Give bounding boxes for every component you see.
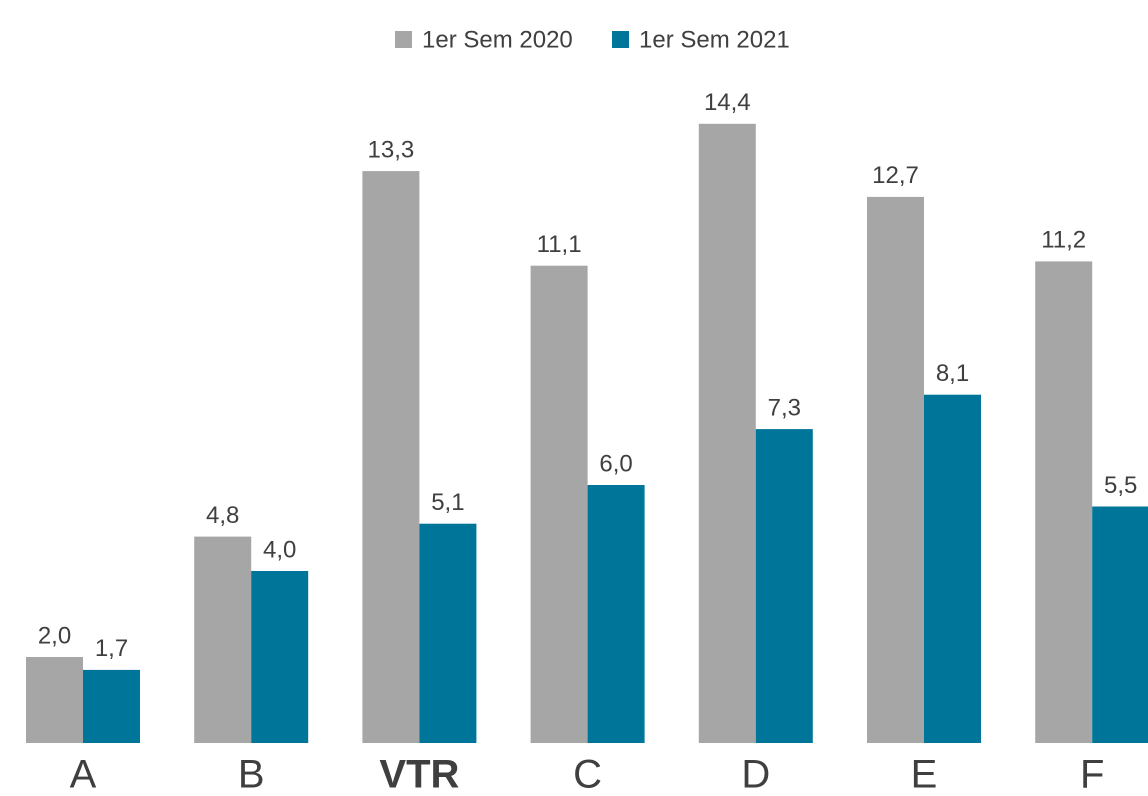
x-tick-label: A [70, 753, 97, 796]
bar [419, 523, 477, 743]
bar [755, 429, 813, 743]
value-label: 13,3 [368, 136, 415, 163]
value-label: 5,1 [431, 489, 464, 516]
value-label: 4,0 [263, 536, 296, 563]
value-label: 12,7 [872, 162, 919, 189]
value-label: 8,1 [936, 360, 969, 387]
x-tick-label: E [911, 753, 938, 796]
value-label: 4,8 [206, 502, 239, 529]
bar [251, 571, 309, 743]
bar [1092, 506, 1148, 743]
legend-swatch [612, 31, 629, 48]
bar [530, 265, 588, 743]
x-tick-label: C [573, 753, 602, 796]
bar [26, 657, 83, 743]
bar [362, 171, 420, 744]
value-label: 2,0 [38, 622, 71, 649]
x-tick-label: F [1080, 753, 1104, 796]
value-label: 7,3 [768, 394, 801, 421]
bar [1035, 261, 1093, 743]
x-tick-label: B [238, 753, 265, 796]
bar [194, 536, 252, 743]
value-label: 14,4 [704, 89, 751, 116]
x-tick-label: VTR [379, 753, 459, 796]
legend-label: 1er Sem 2020 [422, 26, 573, 53]
value-label: 11,2 [1041, 227, 1086, 254]
value-label: 11,1 [537, 231, 582, 258]
value-label: 5,5 [1104, 472, 1137, 499]
bar [587, 485, 645, 743]
x-tick-label: D [741, 753, 770, 796]
legend-swatch [395, 31, 412, 48]
bar [924, 394, 981, 743]
value-label: 6,0 [599, 450, 632, 477]
bar [83, 669, 140, 743]
legend-label: 1er Sem 2021 [639, 26, 790, 53]
value-label: 1,7 [95, 635, 128, 662]
bar [698, 123, 756, 744]
bar [867, 196, 924, 743]
